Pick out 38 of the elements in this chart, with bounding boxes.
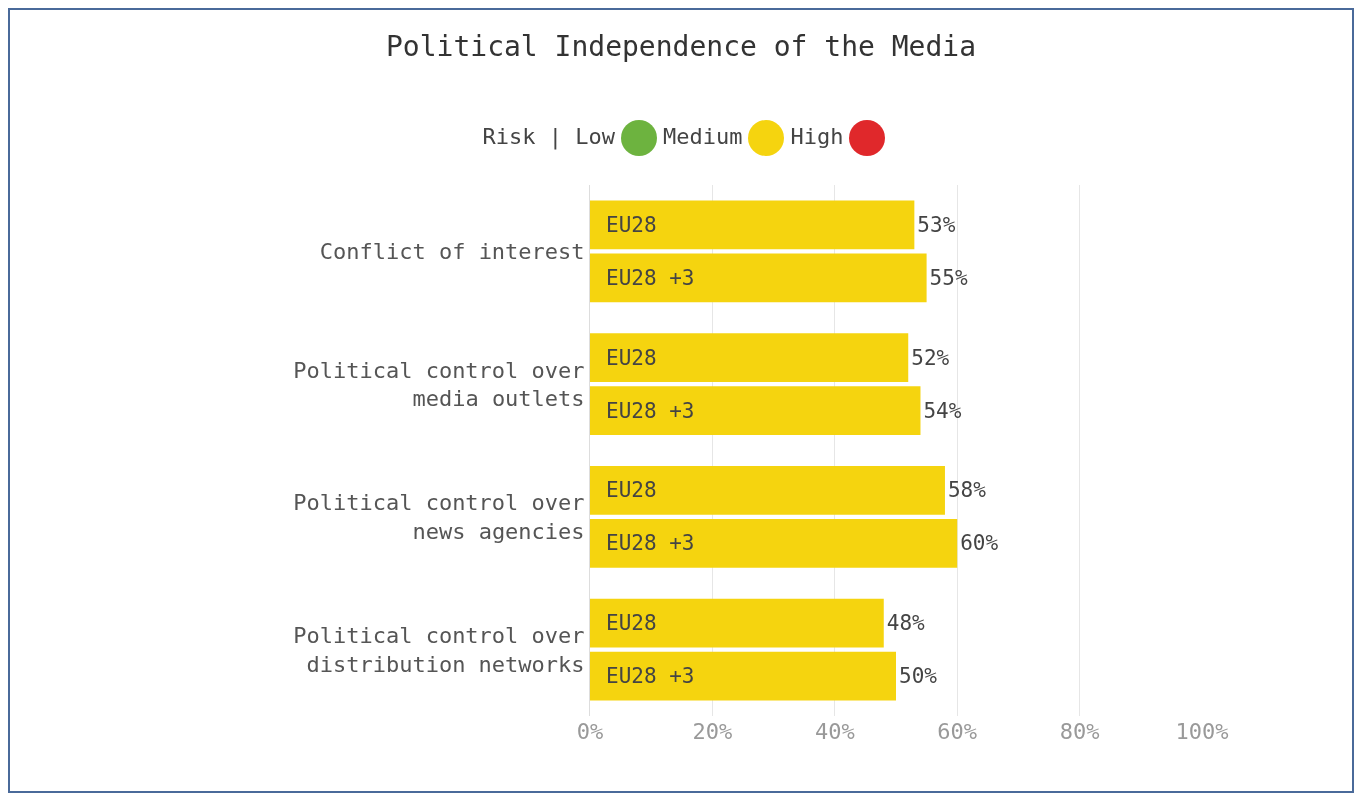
text: 53% (917, 212, 956, 237)
text: High (790, 124, 844, 149)
y-tick-label: Political control over distribution networks (293, 623, 585, 677)
x-tick-label: 0% (576, 719, 604, 744)
text: 48% (886, 611, 925, 636)
bar (590, 386, 921, 436)
text: 58% (947, 478, 986, 503)
x-tick-label: 80% (1059, 719, 1100, 744)
chart-title: Political Independence of the Media (385, 29, 977, 63)
y-tick-label: Political control over media outlets (293, 357, 585, 412)
text: EU28 +3 (606, 399, 695, 423)
bar (590, 465, 945, 515)
y-tick-label: Conflict of interest (319, 239, 585, 265)
series-label: EU28 (606, 346, 657, 370)
text: 50% (899, 664, 937, 689)
text: Medium (662, 124, 743, 149)
y-tick-label: Political control over news agencies (293, 490, 585, 544)
text: 55% (929, 265, 968, 290)
text: 52% (911, 345, 950, 370)
x-tick-label: 100% (1175, 719, 1229, 744)
bar (590, 333, 909, 382)
text: EU28 (606, 611, 657, 635)
text: 54% (923, 398, 962, 423)
text: EU28 +3 (606, 664, 695, 688)
x-tick-label: 20% (692, 719, 733, 744)
text: 60% (960, 531, 999, 556)
text: Risk | Low (482, 124, 615, 149)
x-tick-label: 60% (937, 719, 978, 744)
text: EU28 (606, 213, 657, 237)
bar (590, 651, 896, 701)
bar (590, 598, 884, 648)
bar (590, 200, 915, 250)
text: EU28 (606, 478, 657, 502)
bar (590, 519, 958, 568)
text: EU28 +3 (606, 266, 695, 290)
x-tick-label: 40% (814, 719, 855, 744)
series-label: EU28 +3 (606, 531, 695, 555)
bar (590, 253, 927, 303)
